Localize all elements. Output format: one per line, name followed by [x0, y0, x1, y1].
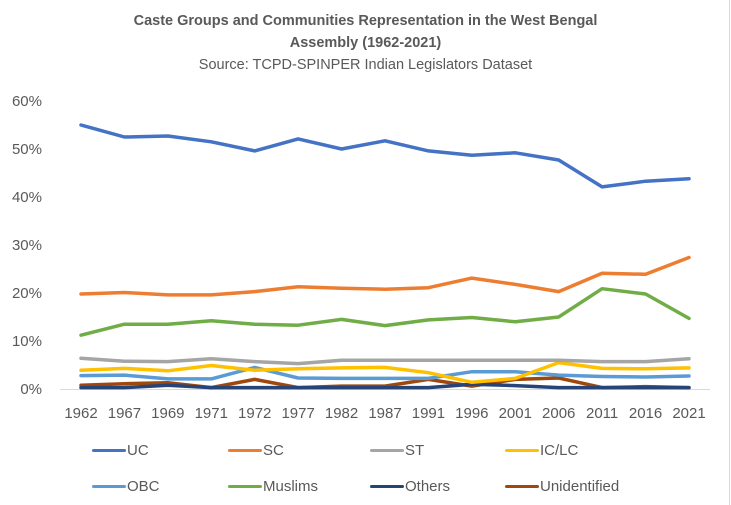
legend-label: Others — [405, 477, 451, 495]
legend-item-others[interactable]: Others — [370, 476, 450, 496]
chart-title-line-1: Caste Groups and Communities Representat… — [133, 13, 598, 29]
legend-label: Unidentified — [540, 477, 620, 495]
series-line-sc — [79, 255, 691, 297]
series-line-muslims — [79, 286, 691, 337]
x-tick-label: 1969 — [151, 405, 184, 422]
legend-swatch — [228, 448, 262, 452]
legend-item-uc[interactable]: UC — [92, 440, 149, 460]
legend-label: OBC — [127, 477, 160, 495]
legend-label: IC/LC — [540, 441, 579, 459]
legend-swatch — [92, 448, 126, 452]
series-line-uc — [79, 123, 691, 189]
y-axis: 0% 10% 20% 30% 40% 50% 60% — [12, 93, 42, 398]
legend-item-sc[interactable]: SC — [228, 440, 284, 460]
legend-item-obc[interactable]: OBC — [92, 476, 160, 496]
legend-item-muslims[interactable]: Muslims — [228, 476, 318, 496]
x-tick-label: 2006 — [542, 405, 575, 422]
x-tick-label: 1987 — [368, 405, 401, 422]
x-tick-label: 2021 — [672, 405, 705, 422]
legend-swatch — [505, 484, 539, 488]
series-lines — [79, 123, 691, 390]
x-axis: 1962 1967 1969 1971 1972 1977 1982 1987 1991 1996… — [64, 405, 705, 422]
x-tick-label: 1971 — [195, 405, 228, 422]
legend-label: SC — [263, 441, 284, 459]
legend-label: UC — [127, 441, 149, 459]
x-tick-label: 2011 — [586, 405, 618, 422]
y-tick-label: 60% — [12, 93, 42, 110]
x-tick-label: 1972 — [238, 405, 271, 422]
x-tick-label: 2016 — [629, 405, 662, 422]
y-tick-label: 40% — [12, 189, 42, 206]
legend-swatch — [370, 448, 404, 452]
legend-label: ST — [405, 441, 425, 459]
legend-swatch — [505, 448, 539, 452]
legend-swatch — [370, 484, 404, 488]
x-tick-label: 1991 — [412, 405, 445, 422]
chart-subtitle: Source: TCPD-SPINPER Indian Legislators … — [198, 57, 533, 73]
x-tick-label: 1967 — [108, 405, 141, 422]
series-line-st — [79, 356, 691, 366]
y-tick-label: 30% — [12, 237, 42, 254]
legend-item-ic-lc[interactable]: IC/LC — [505, 440, 578, 460]
legend-item-unidentified[interactable]: Unidentified — [505, 476, 619, 496]
legend-swatch — [92, 484, 126, 488]
x-tick-label: 2001 — [499, 405, 532, 422]
series-line-others — [79, 382, 691, 390]
y-tick-label: 10% — [12, 333, 42, 350]
chart-title-line-2: Assembly (1962-2021) — [289, 35, 442, 51]
legend-swatch — [228, 484, 262, 488]
legend-item-st[interactable]: ST — [370, 440, 424, 460]
x-tick-label: 1977 — [281, 405, 314, 422]
legend-label: Muslims — [263, 477, 318, 495]
y-tick-label: 0% — [20, 381, 42, 398]
series-line-obc — [79, 365, 691, 381]
y-tick-label: 20% — [12, 285, 42, 302]
x-tick-label: 1962 — [64, 405, 97, 422]
series-line-ic-lc — [79, 360, 691, 385]
x-tick-label: 1982 — [325, 405, 358, 422]
x-tick-label: 1996 — [455, 405, 488, 422]
y-tick-label: 50% — [12, 141, 42, 158]
